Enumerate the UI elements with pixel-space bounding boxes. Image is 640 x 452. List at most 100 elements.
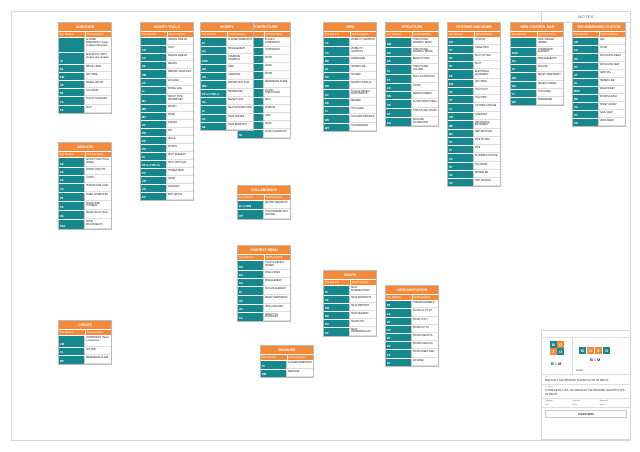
shortcut-description: SCALE (166, 136, 193, 144)
table-row: FD FLEX DUCT (448, 86, 500, 95)
shortcut-key: DF (448, 54, 473, 61)
shortcut-key: ZS (386, 350, 411, 358)
shortcut-description: TAG ROOM (473, 163, 500, 171)
shortcut-key: MM (201, 80, 226, 89)
table-row: CT CABLE TRAY (448, 45, 500, 53)
shortcut-table-recommended: Recommended Custom Keyboard Shortcuts Ke… (572, 22, 626, 127)
table-row: DF DUCT FITTING (448, 53, 500, 61)
column-header-key: Key Shortcut (573, 32, 600, 37)
shortcut-description: REFERENCE PLANE (263, 79, 290, 88)
shortcut-description: HIDE CATEGORY (263, 304, 290, 312)
shortcut-description: CHAIN (598, 46, 625, 53)
table-row: ZF ZOOM TO FIT (386, 317, 438, 325)
table-row: DT DUCT (448, 61, 500, 69)
table-row: SB FLOOR STRUCTURAL (386, 98, 438, 108)
drawing-title: Title DEFAULT KEYBOARD SHORTCUTS IN REVI… (542, 375, 630, 385)
column-header-key: Key Shortcut (261, 355, 288, 360)
shortcut-description: GRID (226, 64, 253, 72)
shortcut-description: SYNCHRONIZE WITH CENTRAL (263, 210, 290, 219)
shortcut-description: TAG ROOM (84, 89, 111, 96)
shortcut-description: SNAP INTERSECTIONS (349, 286, 376, 295)
table-row: PA PANEL SCHEDULES (59, 191, 111, 201)
shortcut-description: SPLIT ELEMENT (166, 152, 193, 160)
shortcut-description: COMPONENT (263, 47, 290, 55)
shortcut-key: HI (511, 65, 536, 73)
shortcut-key: EE (448, 70, 473, 79)
table-title: Modify Tools (141, 23, 193, 31)
logo-wide: B O Z O BIM Owner (573, 338, 630, 374)
shortcut-key: RH (511, 82, 536, 90)
table-row: LF LIGHTING FIXTURE (448, 102, 500, 112)
shortcut-description: CASCADE WINDOWS (349, 115, 376, 124)
shortcut-table-create: Create Key Shortcut Tool Description CM … (58, 320, 112, 365)
shortcut-description: SNAP INTERSECTION (226, 105, 253, 114)
shortcut-key: WT (324, 124, 349, 132)
shortcut-key: PP or CTRL+1 (201, 89, 226, 97)
shortcut-description: ELECTRICAL EQUIPMENT (473, 70, 500, 79)
shortcut-table-measure: Measure Key Shortcut Tool Description DI… (260, 345, 314, 378)
shortcut-key: DE (141, 62, 166, 69)
shortcut-key: AR (573, 38, 598, 45)
shortcut-key: HR (511, 73, 536, 82)
shortcut-key: LW (448, 112, 473, 120)
table-row: SA SELECT ALL INSTANCES (238, 311, 290, 322)
shortcut-description: PROPERTIES (226, 89, 253, 97)
table-row: F8 STEERINGWHEELS (386, 300, 438, 308)
shortcut-key: FM (386, 117, 411, 127)
shortcut-description: STRUCTURAL COLUMN (411, 65, 438, 74)
shortcut-description: ZOOM IN REGION (411, 342, 438, 349)
shortcut-description: WINDOW (263, 106, 290, 114)
shortcut-description: LINEWORK (473, 112, 500, 120)
shortcut-description: SNAP NEAREST (349, 311, 376, 319)
shortcut-key: MS (448, 130, 473, 138)
shortcut-description: PIN (166, 128, 193, 136)
shortcut-key: EW (59, 73, 84, 80)
table-row: SF SLAB FOUNDATION (238, 129, 290, 139)
shortcut-key: RR (324, 99, 349, 107)
table-title: Analyze (59, 143, 111, 151)
shortcut-description: FLEX PIPE (473, 95, 500, 103)
table-title: Modify (201, 23, 253, 31)
shortcut-key: WC (324, 115, 349, 124)
shortcut-description: SLAB FOUNDATION (263, 130, 290, 139)
table-column-headers: Key Shortcut Tool Description (573, 31, 625, 37)
table-row: TL THIN LINES (324, 106, 376, 115)
table-title: Measure (261, 346, 313, 354)
column-header-desc: Tool Description (351, 281, 369, 284)
shortcut-description: UNDO REDO (598, 119, 625, 126)
shortcut-key: LI (141, 87, 166, 94)
shortcut-key: EL or WM (238, 201, 263, 209)
table-title: Recommended Custom Keyboard Shortcuts (573, 23, 625, 31)
table-row: RR RENDER (324, 98, 376, 107)
shortcut-key (59, 38, 84, 52)
title-block: B O Z O BIM B O Z O BIM Owner Title DEFA… (541, 330, 631, 440)
table-row: RO ROTATE (141, 143, 193, 152)
table-row: EW ARC WIRE (448, 78, 500, 87)
table-row: EH HIDE ELEMENT (201, 46, 253, 54)
shortcut-table-structure: Structure Key Shortcut Tool Description … (385, 22, 439, 128)
shortcut-key: RA (59, 211, 84, 220)
shortcut-key: CL (386, 65, 411, 74)
shortcut-key: SO (324, 319, 349, 327)
table-row: EE ELECTRICAL EQUIPMENT (448, 69, 500, 79)
shortcut-description: TAG BY CATEGORY (84, 97, 111, 105)
shortcut-key: BR (386, 47, 411, 57)
shortcut-description: REBAR NUMBER (411, 91, 438, 99)
shortcut-description: ISOLATE ELEMENT (263, 286, 290, 295)
shortcut-key: TL (324, 107, 349, 115)
field-approved: Approved (599, 400, 608, 402)
table-row: SE SNAP ENDPOINTS (324, 294, 376, 303)
table-row: OF OFFSET (141, 119, 193, 128)
shortcut-key: TR (141, 168, 166, 176)
table-row: ZO ZOOM OUT 2X (386, 325, 438, 333)
table-row: BM STRUCTURAL FRAMING: BEAM (386, 37, 438, 47)
shortcut-key: WF (324, 56, 349, 64)
table-row: HR RESET TEMPORARY (238, 294, 290, 304)
table-title: Structure (386, 23, 438, 31)
shortcut-description: SHEET GROUP (598, 103, 625, 110)
table-row: LI MODEL LINE (141, 86, 193, 94)
shortcut-description: REPEAT LAST (226, 97, 253, 105)
shortcut-description: ARC (598, 38, 625, 45)
table-row: MD MODIFY (141, 103, 193, 112)
column-header-desc: Tool Description (413, 296, 431, 299)
